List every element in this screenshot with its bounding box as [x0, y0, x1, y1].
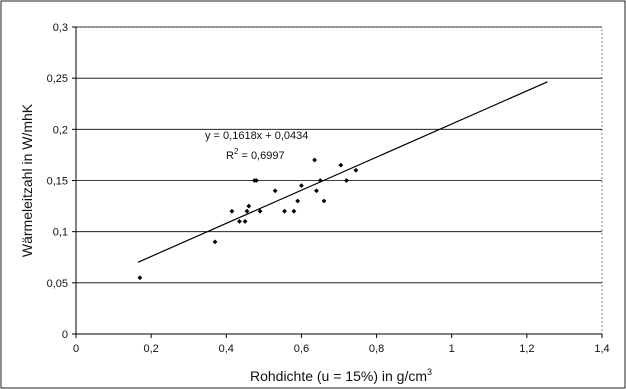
x-tick-label: 1,2	[519, 343, 534, 355]
data-point	[242, 219, 248, 224]
data-point	[282, 208, 287, 214]
y-tick-label: 0,05	[47, 278, 68, 290]
x-axis-title-superscript: 3	[427, 367, 432, 377]
r2-value: = 0,6997	[238, 150, 284, 162]
data-point	[244, 208, 250, 214]
x-tick-label: 0,2	[143, 343, 158, 355]
x-tick-label: 0,8	[369, 343, 384, 355]
trendline-equation: y = 0,1618x + 0,0434	[205, 130, 308, 142]
data-point	[317, 178, 323, 183]
data-point	[314, 188, 319, 194]
data-point	[257, 208, 263, 214]
y-tick-label: 0,3	[53, 22, 68, 34]
r2-prefix: R	[226, 150, 234, 162]
x-tick-label: 1,4	[594, 343, 609, 355]
data-point	[338, 162, 344, 168]
data-point	[295, 198, 301, 204]
data-point	[137, 275, 143, 281]
y-axis-ticks: 0 0,05 0,1 0,15 0,2 0,25 0,3	[47, 22, 76, 341]
data-point	[344, 178, 349, 183]
data-point	[253, 178, 259, 183]
y-tick-label: 0,15	[47, 176, 68, 188]
data-point	[291, 208, 297, 214]
r2-superscript: 2	[234, 147, 239, 156]
data-point	[353, 167, 359, 173]
x-tick-label: 0	[73, 343, 79, 355]
x-axis-title: Rohdichte (u = 15%) in g/cm3	[250, 367, 432, 384]
x-tick-label: 1	[449, 343, 455, 355]
data-point	[212, 239, 218, 245]
y-tick-label: 0,2	[53, 124, 68, 136]
trend-line	[137, 81, 548, 263]
trendline-r-squared: R2 = 0,6997	[226, 147, 285, 162]
x-axis-ticks: 0 0,2 0,4 0,6 0,8 1 1,2 1,4	[73, 334, 610, 355]
y-tick-label: 0,25	[47, 73, 68, 85]
data-points	[137, 157, 359, 281]
data-point	[272, 188, 278, 194]
y-tick-label: 0	[62, 329, 68, 341]
y-axis-title: Wärmeleitzahl in W/mhK	[19, 103, 35, 257]
x-tick-label: 0,4	[219, 343, 234, 355]
data-point	[312, 157, 317, 163]
data-point	[299, 183, 304, 189]
y-tick-label: 0,1	[53, 227, 68, 239]
x-tick-label: 0,6	[294, 343, 309, 355]
data-point	[237, 219, 242, 224]
data-point	[246, 203, 252, 209]
x-axis-title-text: Rohdichte (u = 15%) in g/cm	[250, 368, 427, 384]
grid-lines	[76, 26, 602, 284]
data-point	[229, 208, 235, 214]
data-point	[321, 198, 327, 204]
